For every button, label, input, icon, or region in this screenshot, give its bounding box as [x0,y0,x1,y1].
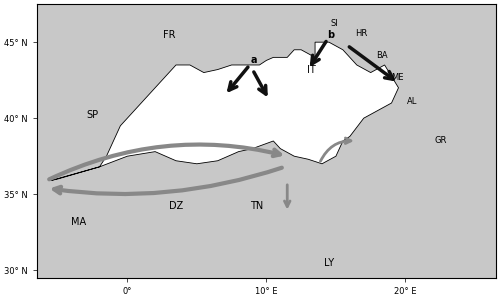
Text: HR: HR [355,28,367,38]
Text: FR: FR [163,30,175,40]
Text: GR: GR [434,136,446,146]
Text: MA: MA [71,217,86,226]
Text: b: b [327,30,334,40]
Text: LY: LY [324,258,334,268]
Polygon shape [51,42,399,181]
Text: BA: BA [376,51,388,60]
Text: IT: IT [306,64,316,74]
Text: SP: SP [86,110,99,120]
Text: DZ: DZ [169,201,183,212]
Text: ME: ME [391,73,404,82]
Text: TN: TN [250,201,264,212]
Text: a: a [250,56,257,65]
Text: AL: AL [407,97,418,106]
Text: SI: SI [330,20,338,28]
